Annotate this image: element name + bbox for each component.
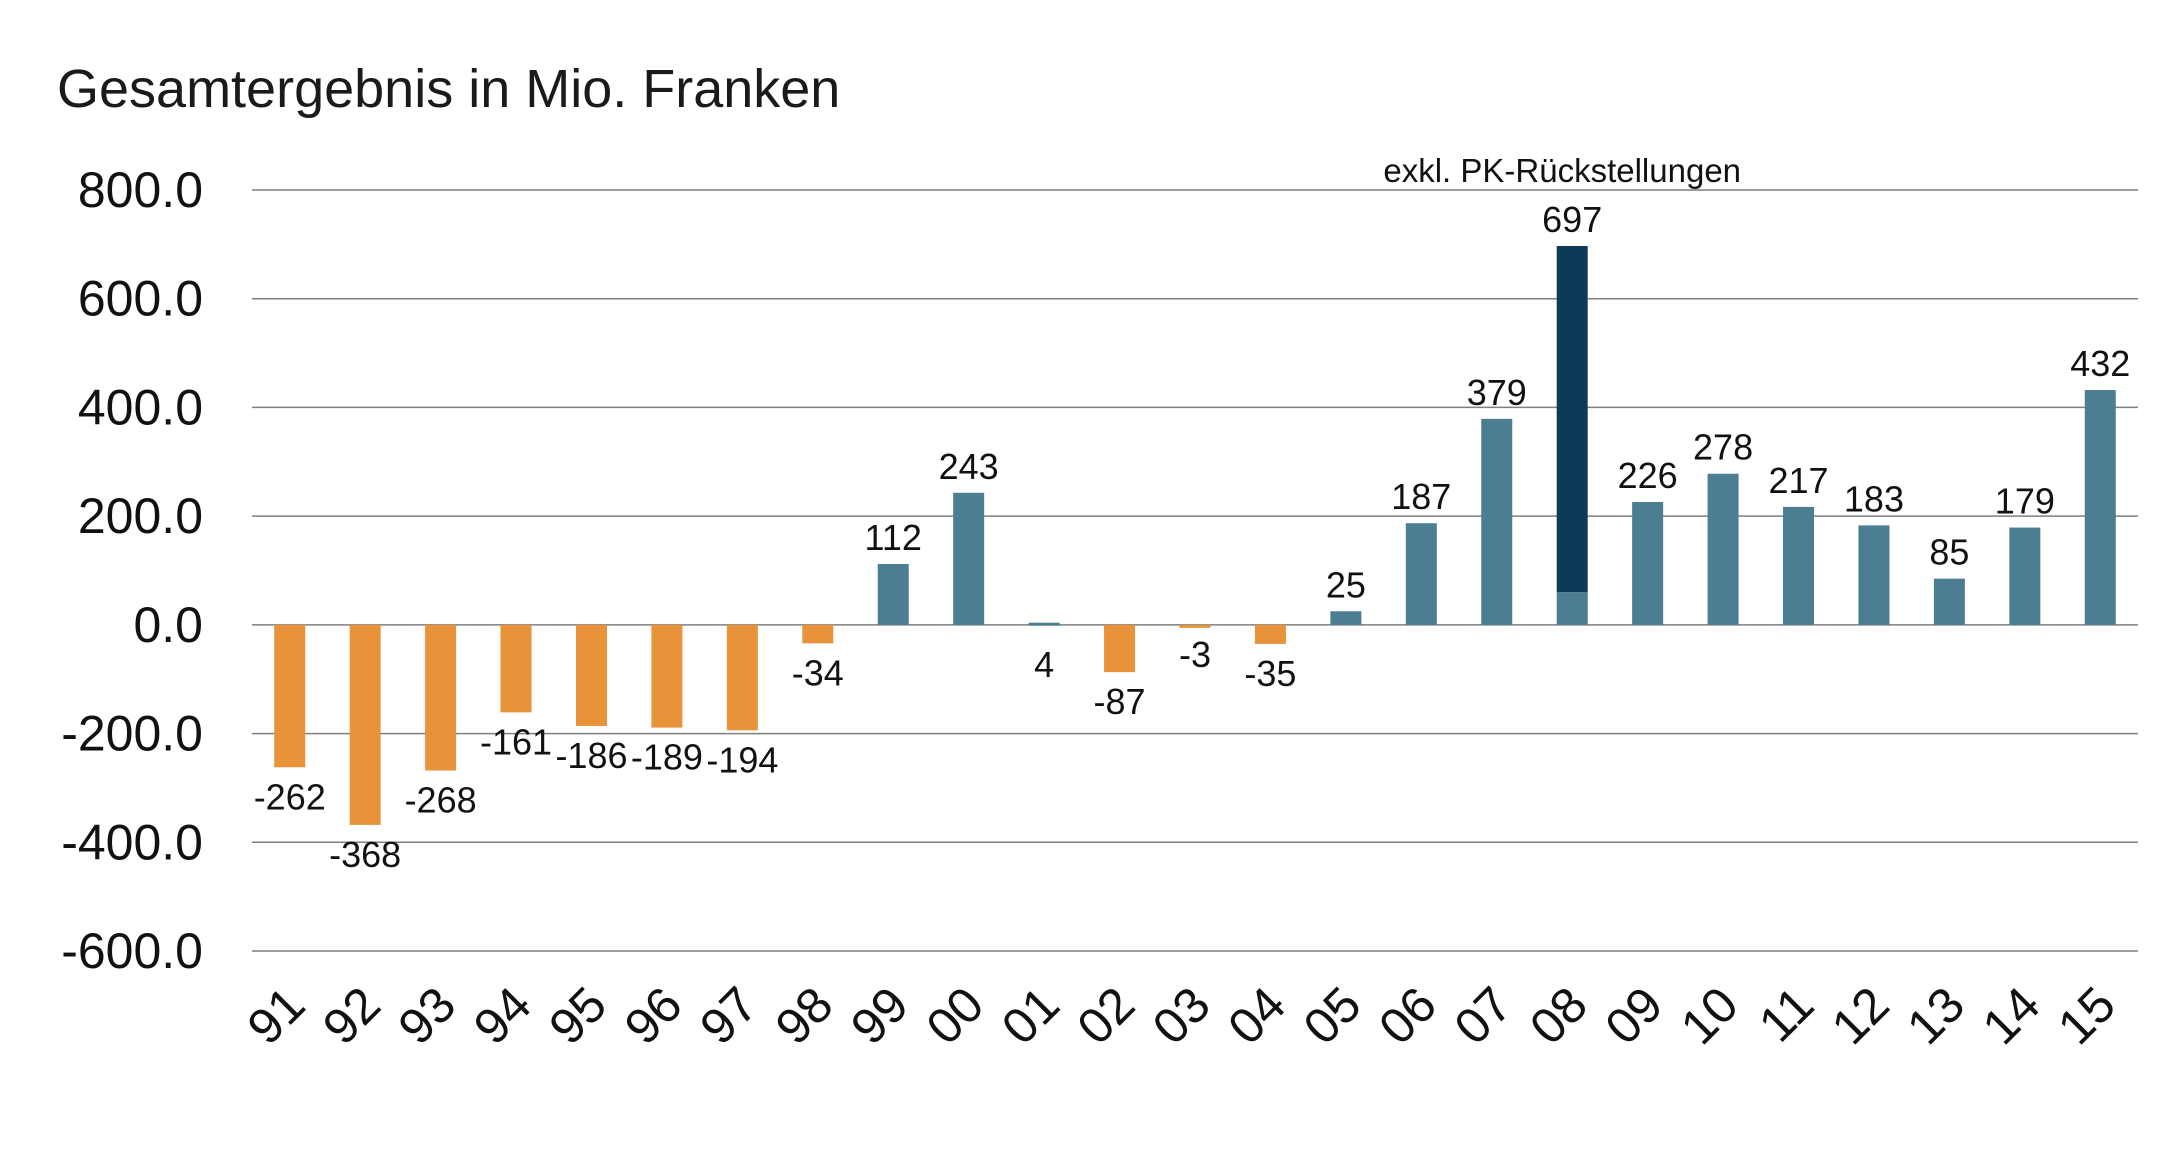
x-axis-ticks: 9192939495969798990001020304050607080910… (237, 976, 2126, 1055)
x-tick-label: 03 (1142, 976, 1221, 1055)
x-tick-label: 96 (614, 976, 693, 1055)
bar-02 (1104, 624, 1136, 673)
data-label: -194 (706, 739, 778, 780)
y-tick-label: 400.0 (78, 379, 203, 435)
y-tick-label: -400.0 (61, 814, 203, 870)
x-tick-label: 04 (1217, 976, 1296, 1055)
y-gridlines (252, 189, 2138, 952)
bar-09 (1632, 502, 1664, 625)
chart-title: Gesamtergebnis in Mio. Franken (57, 59, 841, 119)
x-tick-label: 06 (1368, 976, 1447, 1055)
x-tick-label: 11 (1748, 976, 1824, 1052)
x-tick-label: 93 (387, 976, 466, 1055)
bar-12 (1858, 525, 1890, 625)
x-tick-label: 10 (1670, 976, 1749, 1055)
bar-08 (1556, 592, 1588, 625)
bars (274, 245, 2116, 825)
data-label: -368 (329, 834, 401, 875)
data-label: 379 (1467, 372, 1527, 413)
x-tick-label: 14 (1972, 976, 2051, 1055)
bar-00 (953, 492, 985, 625)
bar-15 (2084, 390, 2116, 625)
data-label: 112 (865, 517, 922, 558)
bar-99 (877, 563, 909, 625)
bar-07 (1481, 418, 1513, 625)
x-tick-label: 97 (689, 976, 768, 1055)
x-tick-label: 92 (312, 976, 391, 1055)
x-tick-label: 08 (1519, 976, 1598, 1055)
x-tick-label: 99 (840, 976, 919, 1055)
x-tick-label: 01 (991, 976, 1070, 1055)
bar-13 (1933, 578, 1965, 625)
bar-92 (349, 624, 381, 825)
bar-11 (1783, 506, 1815, 625)
data-label: 278 (1693, 427, 1753, 468)
bar-96 (651, 624, 683, 728)
bar-94 (500, 624, 532, 713)
x-tick-label: 13 (1896, 976, 1975, 1055)
highlight-annotation: exkl. PK-Rückstellungen (1383, 152, 1741, 189)
data-label: -268 (405, 780, 477, 821)
data-label: 4 (1034, 644, 1054, 685)
bar-06 (1405, 523, 1437, 625)
data-label: -262 (254, 776, 326, 817)
bar-04 (1254, 624, 1286, 644)
y-axis-ticks: 800.0 600.0 400.0 200.0 0.0 -200.0 -400.0 -600.… (61, 162, 203, 979)
data-label: 226 (1618, 455, 1678, 496)
y-tick-label: 200.0 (78, 488, 203, 544)
x-tick-label: 91 (237, 976, 316, 1055)
data-label: -161 (480, 721, 552, 762)
y-tick-label: 0.0 (133, 597, 203, 653)
x-tick-label: 12 (1821, 976, 1900, 1055)
data-label: 187 (1391, 476, 1451, 517)
bar-93 (425, 624, 457, 771)
x-tick-label: 95 (538, 976, 617, 1055)
x-tick-label: 15 (2047, 976, 2126, 1055)
bar-highlight-08 (1556, 245, 1588, 593)
bar-95 (575, 624, 607, 726)
data-label: -189 (631, 737, 703, 778)
x-tick-label: 07 (1444, 976, 1523, 1055)
bar-01 (1028, 622, 1060, 626)
bar-97 (726, 624, 758, 731)
x-tick-label: 09 (1594, 976, 1673, 1055)
x-tick-label: 05 (1293, 976, 1372, 1055)
data-label: 183 (1844, 478, 1904, 519)
bar-03 (1179, 624, 1211, 628)
y-tick-label: 600.0 (78, 271, 203, 327)
x-tick-label: 94 (463, 976, 542, 1055)
data-label: -87 (1094, 681, 1146, 722)
data-label: 25 (1326, 564, 1366, 605)
data-label: 85 (1929, 532, 1969, 573)
data-labels: -262-368-268-161 -186 -189 -194 -34 112 243 4 -8… (254, 199, 2131, 875)
data-label: -34 (792, 652, 844, 693)
y-tick-label: 800.0 (78, 162, 203, 218)
data-label: -3 (1179, 634, 1211, 675)
bar-14 (2009, 527, 2041, 625)
data-label: 179 (1995, 481, 2055, 522)
data-label: 432 (2070, 343, 2130, 384)
bar-05 (1330, 611, 1362, 625)
x-tick-label: 98 (765, 976, 844, 1055)
data-label: -35 (1244, 653, 1296, 694)
data-label: 697 (1542, 199, 1602, 240)
data-label: -186 (555, 735, 627, 776)
y-tick-label: -200.0 (61, 706, 203, 762)
bar-98 (802, 624, 834, 644)
bar-91 (274, 624, 306, 768)
data-label: 243 (939, 446, 999, 487)
x-tick-label: 02 (1066, 976, 1145, 1055)
bar-10 (1707, 473, 1739, 625)
y-tick-label: -600.0 (61, 923, 203, 979)
data-label: 217 (1768, 460, 1828, 501)
x-tick-label: 00 (916, 976, 995, 1055)
